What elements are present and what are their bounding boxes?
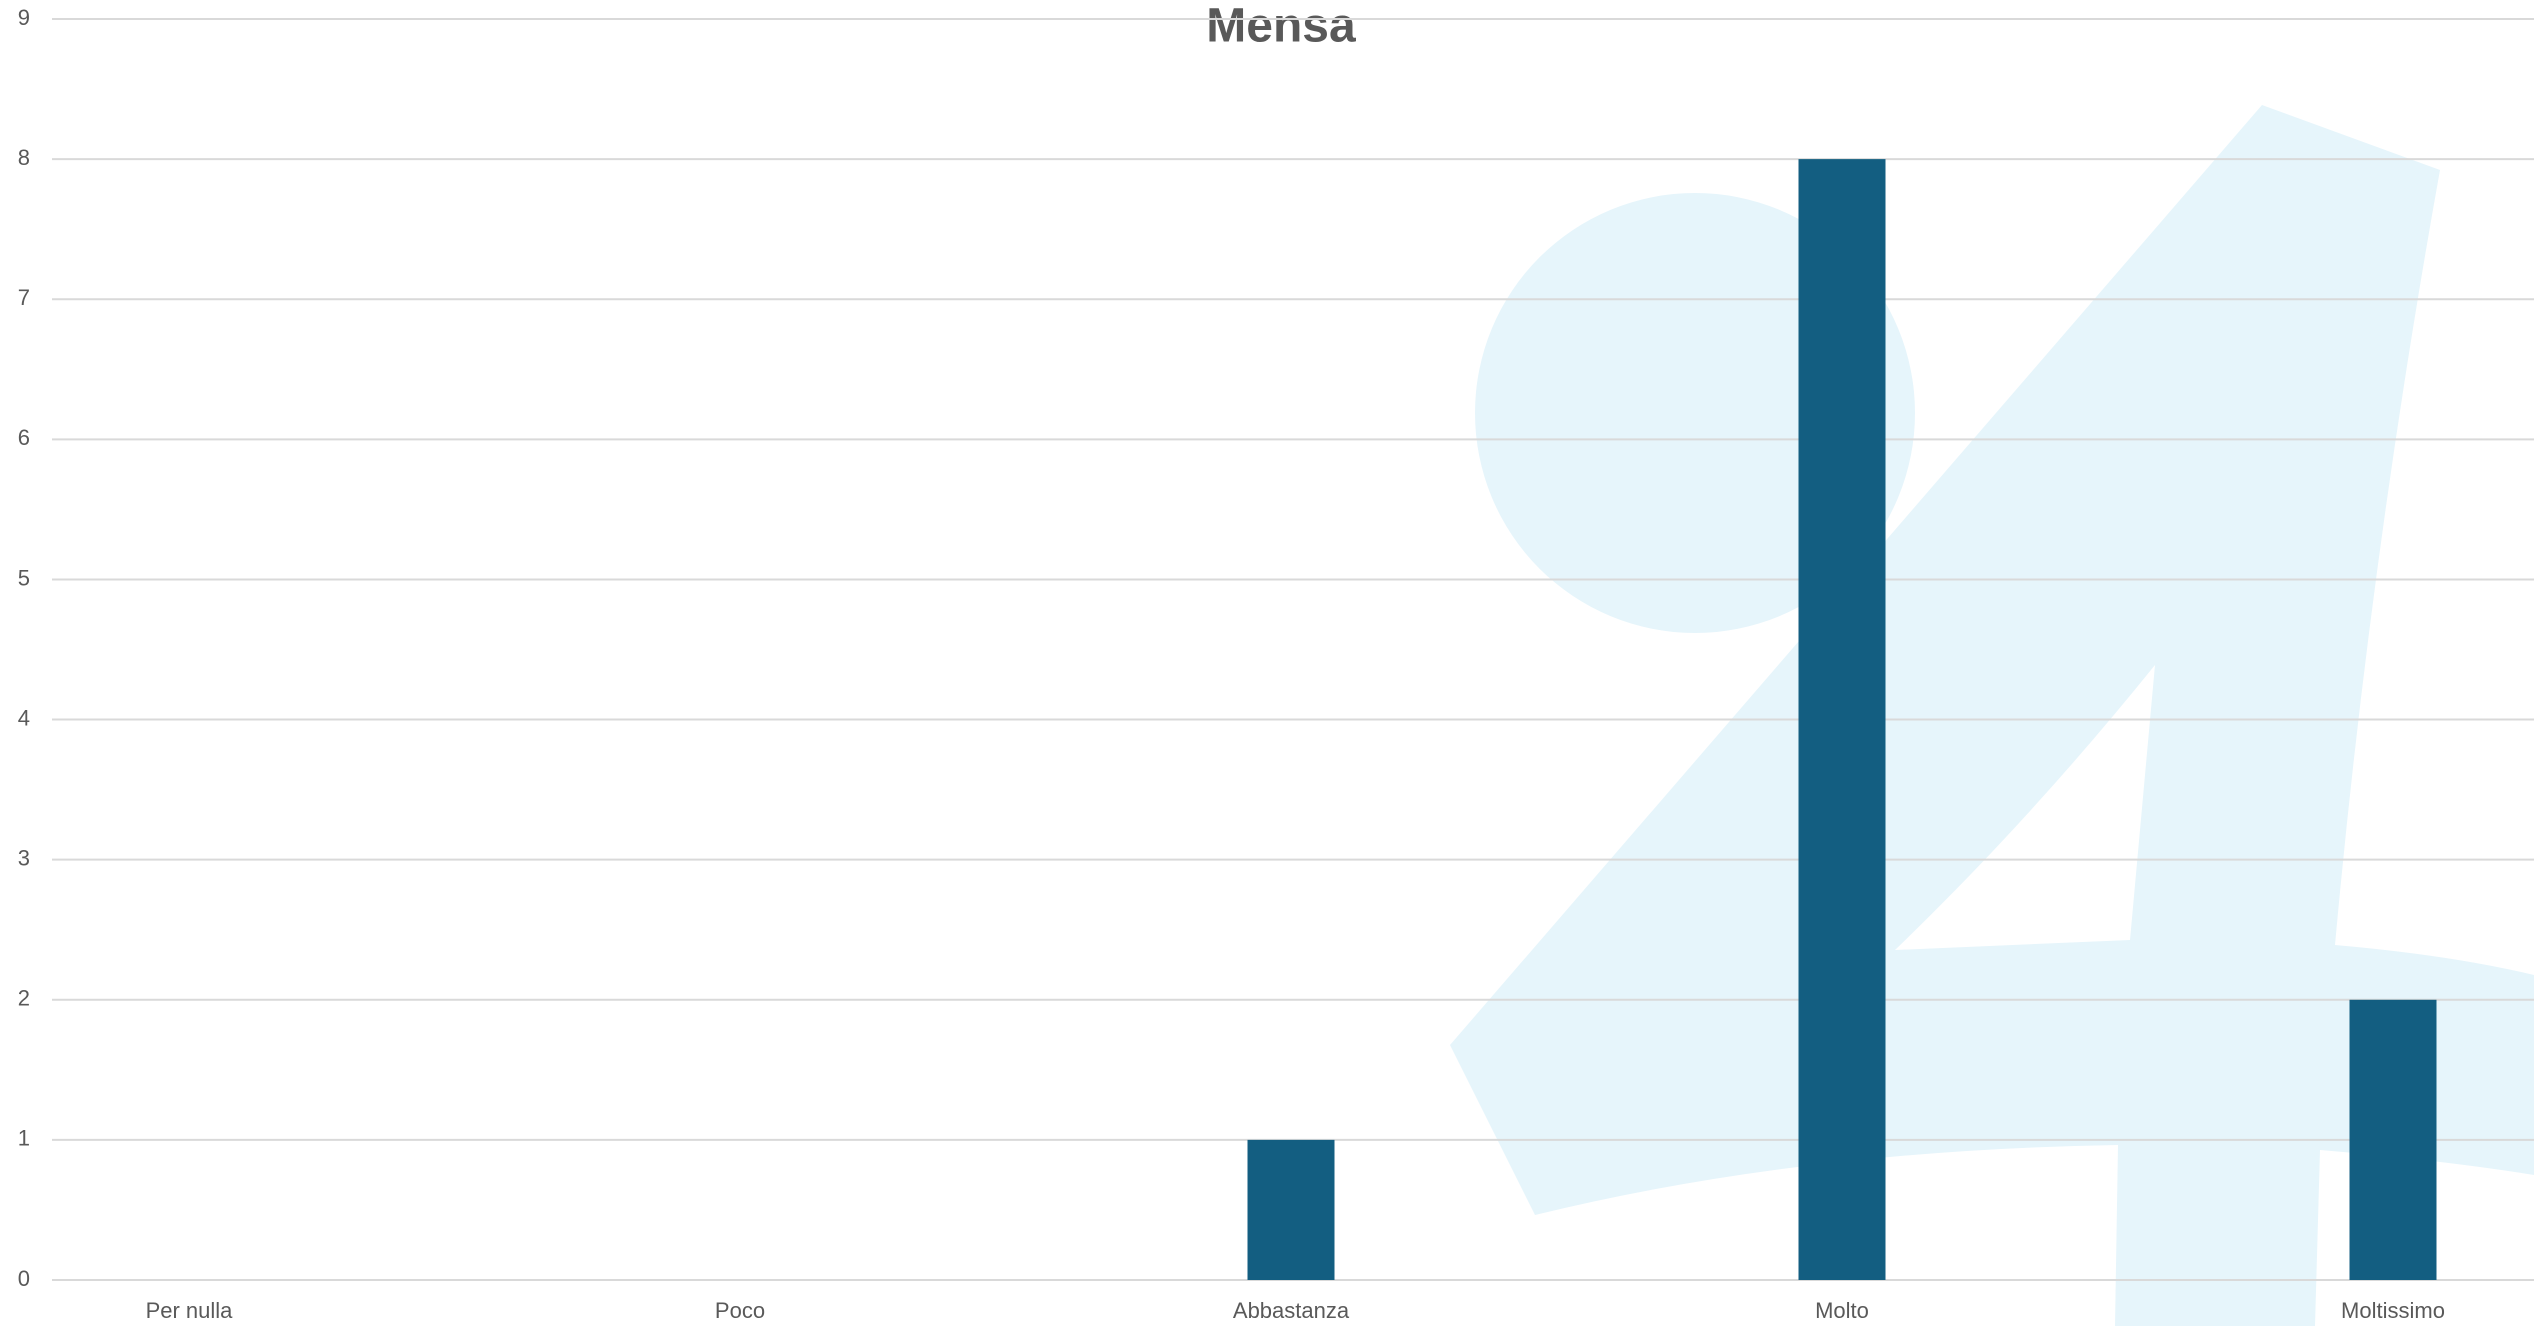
y-tick-label: 7	[18, 285, 30, 310]
y-tick-label: 0	[18, 1266, 30, 1291]
y-tick-label: 3	[18, 845, 30, 870]
watermark-four	[1450, 105, 2534, 1326]
y-tick-label: 2	[18, 986, 30, 1011]
y-tick-label: 4	[18, 705, 30, 730]
x-tick-label: Molto	[1815, 1298, 1869, 1323]
bar	[2349, 999, 2437, 1280]
x-tick-label: Poco	[715, 1298, 765, 1323]
y-tick-label: 6	[18, 425, 30, 450]
bar	[1798, 159, 1886, 1281]
x-tick-label: Moltissimo	[2341, 1298, 2445, 1323]
y-tick-label: 9	[18, 5, 30, 30]
y-tick-label: 5	[18, 565, 30, 590]
x-tick-label: Per nulla	[146, 1298, 234, 1323]
chart-title: Mensa	[1206, 0, 1356, 53]
y-tick-label: 1	[18, 1126, 30, 1151]
y-tick-label: 8	[18, 145, 30, 170]
x-tick-label: Abbastanza	[1233, 1298, 1350, 1323]
bar	[1247, 1139, 1335, 1280]
